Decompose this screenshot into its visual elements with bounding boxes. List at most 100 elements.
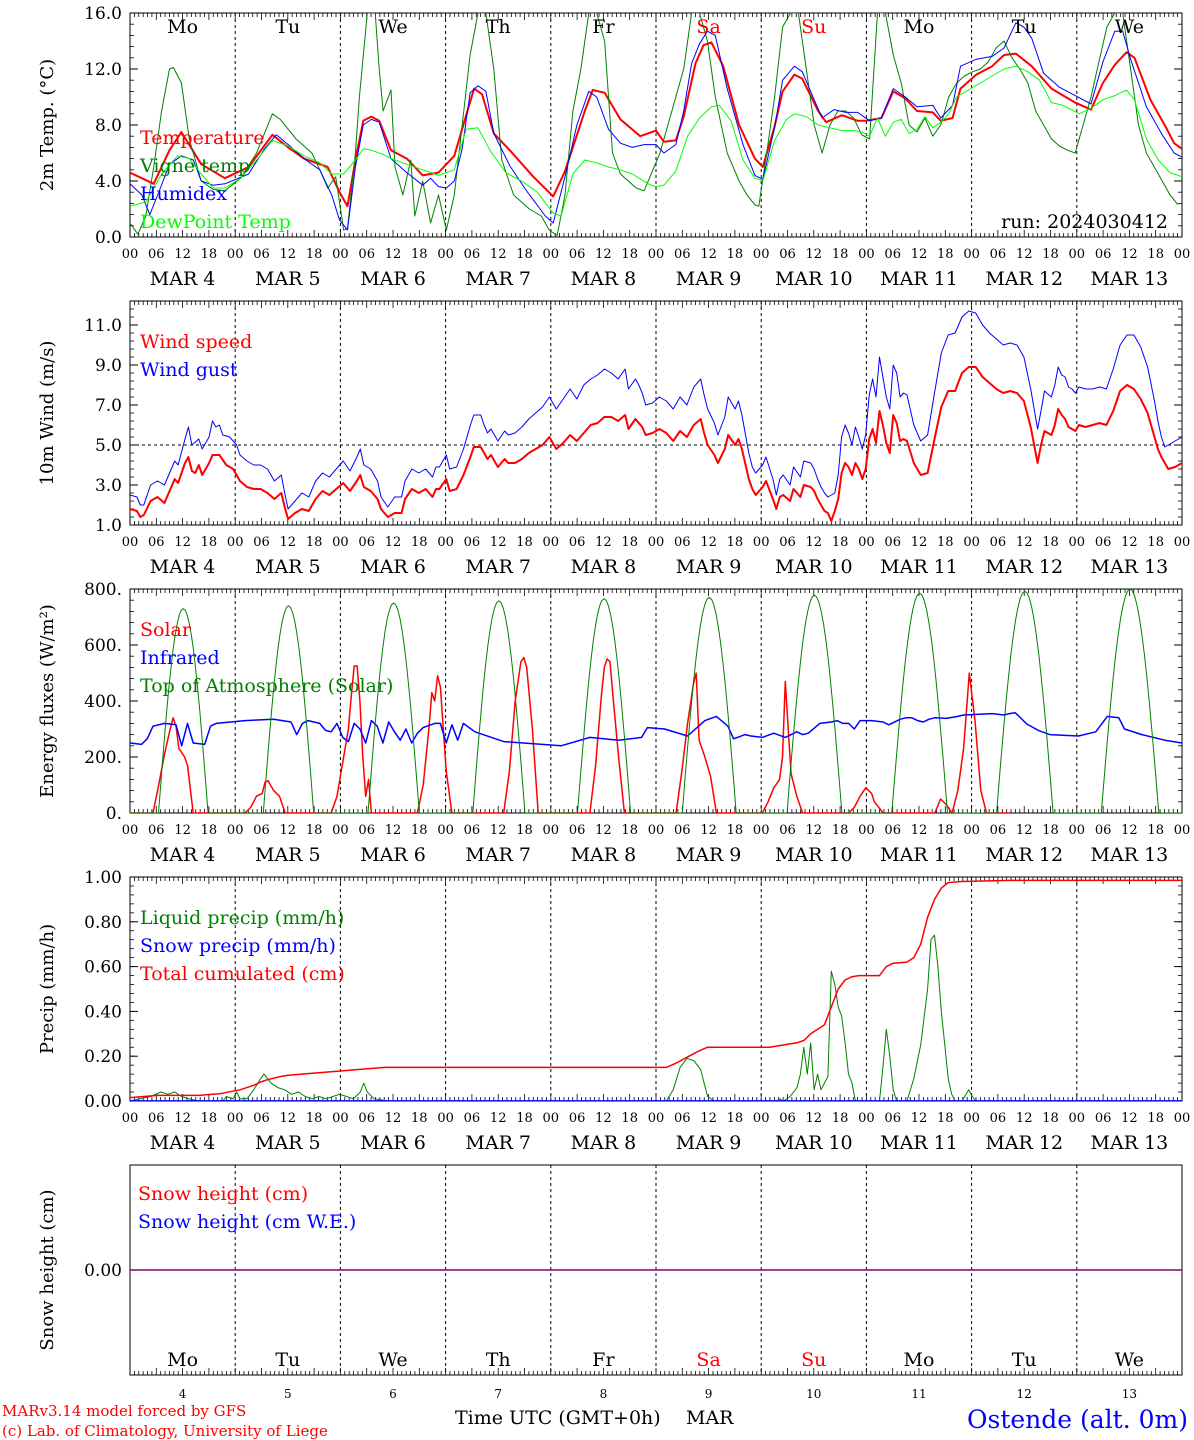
- series-line: [130, 589, 1182, 813]
- panel-frame: [129, 588, 1183, 814]
- run-annotation: run: 2024030412: [1001, 211, 1168, 233]
- x-hour-label: 00: [648, 247, 665, 262]
- x-hour-label: 00: [543, 823, 560, 838]
- x-hour-label: 18: [201, 823, 218, 838]
- x-hour-label: 06: [990, 1111, 1007, 1126]
- x-hour-label: 00: [963, 1111, 980, 1126]
- x-hour-label: 18: [937, 535, 954, 550]
- panel-2: 1.0 3.0 5.0 7.0 9.0 11.0 10m Wind (m/s) 00 06 12 1…: [37, 300, 1190, 578]
- x-hour-label: 18: [1147, 247, 1164, 262]
- day-number-label: 13: [1122, 1387, 1137, 1401]
- x-hour-label: 00: [122, 247, 139, 262]
- x-day-label: MAR 12: [985, 1132, 1063, 1154]
- x-hour-label: 06: [569, 535, 586, 550]
- x-hour-label: 12: [911, 823, 928, 838]
- x-hour-label: 00: [332, 823, 349, 838]
- x-hour-label: 06: [884, 535, 901, 550]
- day-number-label: 4: [179, 1387, 187, 1401]
- y-axis-label: 10m Wind (m/s): [37, 341, 58, 486]
- weekday-label-bottom: Tu: [1012, 1349, 1037, 1371]
- x-hour-label: 18: [306, 823, 323, 838]
- x-hour-label: 06: [253, 247, 270, 262]
- x-day-label: MAR 13: [1091, 1132, 1169, 1154]
- x-hour-label: 06: [253, 823, 270, 838]
- y-tick-label: 0.00: [84, 1092, 122, 1112]
- x-day-label: MAR 9: [676, 556, 742, 578]
- weekday-label-top: Su: [801, 16, 826, 38]
- x-hour-label: 00: [437, 247, 454, 262]
- x-hour-label: 12: [1121, 823, 1138, 838]
- x-day-label: MAR 6: [360, 1132, 426, 1154]
- legend-entry: Infrared: [140, 647, 220, 669]
- x-hour-label: 00: [437, 535, 454, 550]
- x-day-label: MAR 4: [150, 1132, 216, 1154]
- x-hour-label: 12: [490, 823, 507, 838]
- x-hour-label: 06: [148, 823, 165, 838]
- x-hour-label: 00: [332, 1111, 349, 1126]
- x-hour-label: 06: [884, 823, 901, 838]
- x-hour-label: 18: [201, 247, 218, 262]
- x-axis-month: MAR: [686, 1407, 734, 1429]
- x-day-label: MAR 7: [465, 1132, 531, 1154]
- x-hour-label: 12: [280, 535, 297, 550]
- x-day-label: MAR 4: [150, 556, 216, 578]
- x-hour-label: 18: [727, 823, 744, 838]
- y-axis-label: Energy fluxes (W/m²): [37, 604, 58, 798]
- legend-entry: Wind gust: [140, 359, 238, 381]
- legend-entry: DewPoint Temp: [140, 211, 291, 233]
- day-number-label: 12: [1017, 1387, 1032, 1401]
- x-hour-label: 00: [858, 1111, 875, 1126]
- x-hour-label: 00: [753, 247, 770, 262]
- x-hour-label: 12: [1016, 823, 1033, 838]
- x-hour-label: 00: [858, 823, 875, 838]
- weekday-label-top: We: [1115, 16, 1144, 38]
- x-hour-label: 06: [779, 535, 796, 550]
- x-hour-label: 12: [1121, 535, 1138, 550]
- x-hour-label: 00: [543, 1111, 560, 1126]
- x-hour-label: 12: [280, 823, 297, 838]
- x-hour-label: 18: [621, 1111, 638, 1126]
- x-hour-label: 12: [385, 535, 402, 550]
- x-hour-label: 06: [674, 535, 691, 550]
- x-day-label: MAR 7: [465, 844, 531, 866]
- x-hour-label: 12: [911, 535, 928, 550]
- x-hour-label: 00: [122, 1111, 139, 1126]
- x-day-label: MAR 8: [571, 844, 637, 866]
- x-day-label: MAR 10: [775, 1132, 853, 1154]
- series-line: [130, 366, 1182, 522]
- legend-entry: Snow precip (mm/h): [140, 935, 336, 957]
- x-hour-label: 12: [595, 1111, 612, 1126]
- x-hour-label: 12: [1016, 1111, 1033, 1126]
- weekday-label-top: Th: [486, 16, 511, 38]
- y-tick-label: 11.0: [84, 316, 122, 336]
- x-hour-label: 18: [1042, 535, 1059, 550]
- x-hour-label: 12: [700, 823, 717, 838]
- x-hour-label: 12: [700, 247, 717, 262]
- x-hour-label: 06: [253, 535, 270, 550]
- x-hour-label: 18: [411, 247, 428, 262]
- panel-4: 0.00 0.20 0.40 0.60 0.80 1.00 Precip (mm/h) 00 0…: [37, 868, 1190, 1154]
- series-group: [130, 310, 1182, 522]
- x-hour-label: 12: [385, 247, 402, 262]
- x-hour-label: 12: [280, 247, 297, 262]
- x-hour-label: 18: [1042, 823, 1059, 838]
- x-hour-label: 12: [1016, 247, 1033, 262]
- y-tick-label: 8.0: [95, 116, 122, 136]
- x-hour-label: 00: [963, 247, 980, 262]
- x-hour-label: 18: [727, 1111, 744, 1126]
- series-group: [130, 879, 1182, 1101]
- day-number-label: 5: [284, 1387, 292, 1401]
- x-hour-label: 00: [753, 823, 770, 838]
- x-hour-label: 00: [858, 247, 875, 262]
- x-hour-label: 00: [963, 823, 980, 838]
- x-hour-label: 06: [358, 247, 375, 262]
- x-hour-label: 06: [1095, 823, 1112, 838]
- day-number-label: 10: [806, 1387, 821, 1401]
- x-hour-label: 12: [700, 1111, 717, 1126]
- y-tick-label: 1.0: [95, 516, 122, 536]
- x-day-label: MAR 7: [465, 556, 531, 578]
- x-hour-label: 12: [174, 535, 191, 550]
- x-hour-label: 18: [937, 247, 954, 262]
- x-hour-label: 06: [569, 247, 586, 262]
- x-hour-label: 06: [358, 1111, 375, 1126]
